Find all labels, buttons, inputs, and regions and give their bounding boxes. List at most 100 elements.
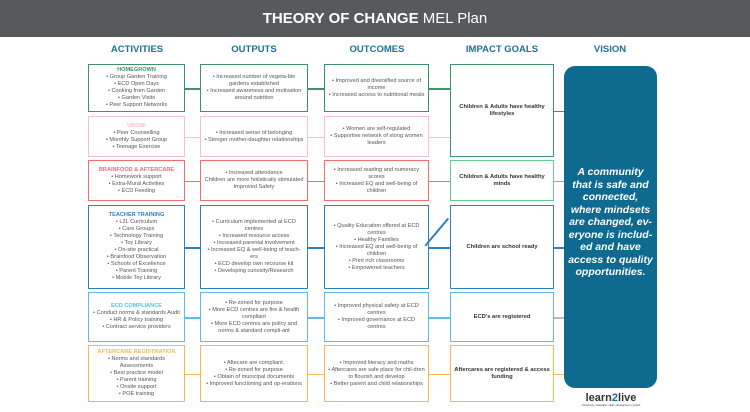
bullet-item: • Homework support: [111, 173, 162, 180]
bullet-item: • Contract service providers: [102, 324, 171, 330]
col-heading-vision: VISION: [593, 44, 627, 55]
bullet-item: • Healthy Families: [354, 236, 399, 243]
bullet-item: • More ECD centres are fire & health com…: [208, 306, 300, 320]
bullet-item: • Aftercares are safe place for chil-dre…: [328, 366, 425, 380]
bullet-item: • Peer Counselling: [113, 129, 160, 136]
activity-title: UBOMI: [127, 122, 146, 129]
page-title: THEORY OF CHANGE MEL Plan: [0, 0, 750, 37]
bullet-item: • Monthly Support Group: [105, 136, 168, 143]
bullet-item: • Increased resource access: [218, 233, 290, 239]
col-heading-outputs: OUTPUTS: [231, 44, 277, 55]
activity-title: BRAINFOOD & AFTERCARE: [98, 166, 175, 173]
connector-line: [429, 247, 450, 249]
activity-title: TEACHER TRAINING: [108, 212, 165, 218]
col-heading-outcomes: OUTCOMES: [349, 44, 405, 55]
activitie-box: HOMEGROWN • Group Garden Training • ECD Op…: [88, 64, 185, 112]
connector-line: [554, 317, 564, 319]
activitie-box: TEACHER TRAINING • L2L Curriculum • Care G…: [88, 205, 185, 289]
bullet-item: • Increased reading and numeracy scores: [333, 166, 420, 180]
bullet-item: • ECD Feeding: [117, 187, 156, 194]
outcome-box: • Improved physical safety at ECD centre…: [324, 292, 429, 342]
bullet-item: • Toy Library: [121, 240, 152, 246]
activitie-box: AFTERCARE REGISTRATION • Norms and standa…: [88, 345, 185, 402]
bullet-item: • Peer Support Networks: [105, 102, 168, 108]
bullet-item: • Schools of Excellence: [107, 261, 166, 267]
output-box: • Aftecare are compliant. • Re-zoned for …: [200, 345, 308, 402]
bullet-item: • Mobile Toy Library: [112, 275, 161, 281]
activity-title: ECD COMPLIANCE: [111, 303, 162, 309]
bullet-item: • Empowered teachers: [348, 264, 405, 271]
connector-line: [554, 180, 564, 182]
bullet-item: • ECD develop own recourse kit: [214, 261, 294, 267]
connector-line: [308, 247, 324, 249]
bullet-item: • Better parent and child relationships: [330, 380, 423, 387]
bullet-item: • Best practice model: [110, 370, 163, 376]
bullet-item: • ECD Open Days: [114, 81, 159, 87]
bullet-item: • Quality Education offered at ECD centr…: [333, 222, 420, 236]
bullet-item: • Improved functioning and op-erations: [206, 380, 302, 387]
activity-title: AFTERCARE REGISTRATION: [97, 349, 176, 355]
bullet-item: • Care Groups: [118, 226, 155, 232]
bullet-item: • Stonger mother-daughter relationships: [204, 136, 304, 143]
bullet-item: • Cooking from Garden: [108, 88, 165, 94]
connector-line: [185, 88, 200, 90]
outcome-box: • Improved literacy and maths • Aftercare…: [324, 345, 429, 402]
bullet-item: • Increased EQ and well-being of childre…: [335, 243, 418, 257]
bullet-item: • Increased EQ & well-being of teach-ers: [207, 247, 301, 260]
bullet-item: • Increased attendance: [225, 170, 283, 176]
output-box: • Increased number of vegeta-ble gardens…: [200, 64, 308, 112]
bullet-item: • Improved and diversified source of inc…: [331, 77, 422, 91]
impact-goal-box: Children & Adults have healthy lifestyle…: [450, 64, 554, 157]
bullet-item: • Increased sense of belonging: [215, 129, 293, 136]
bullet-item: • More ECD centres are policy and norms …: [211, 320, 297, 334]
output-box: • Curriculum implemented at ECD centres •…: [200, 205, 308, 289]
connector-line: [308, 317, 324, 319]
bullet-item: • Print rich classrooms: [348, 257, 405, 264]
bullet-item: • Aftecare are compliant.: [223, 359, 285, 366]
connector-line: [429, 373, 450, 375]
connector-line: [308, 180, 324, 182]
logo: learn2live community • education • faith …: [581, 392, 641, 408]
activitie-box: ECD COMPLIANCE • Conduct norms & standard…: [88, 292, 185, 342]
connector-line: [554, 373, 564, 375]
outcome-box: • Improved and diversified source of inc…: [324, 64, 429, 112]
connector-line: [185, 180, 200, 182]
bullet-item: • L2L Curriculum: [115, 219, 158, 225]
bullet-item: • Teenage Exercise: [112, 143, 161, 150]
connector-line: [429, 180, 450, 182]
bullet-item: • Onsite support: [116, 384, 157, 390]
bullet-item: • Increased parental involvement: [213, 240, 295, 246]
output-box: • Increased attendance Children are more …: [200, 160, 308, 201]
bullet-item: • POE training: [118, 391, 155, 397]
bullet-item: • Improved physical safety at ECD centre…: [334, 303, 419, 316]
activity-title: HOMEGROWN: [117, 67, 156, 73]
col-heading-impact-goals: IMPACT GOALS: [465, 44, 539, 55]
bullet-item: • Improved governance at ECD centres: [337, 317, 416, 330]
bullet-item: • Increased EQ and well-being of childre…: [335, 180, 418, 194]
bullet-item: • Increased number of vegeta-ble gardens…: [212, 74, 296, 87]
activitie-box: BRAINFOOD & AFTERCARE • Homework support •…: [88, 160, 185, 201]
bullet-item: • Group Garden Training: [106, 74, 167, 80]
bullet-item: • Curriculum implemented at ECD centres: [212, 219, 296, 232]
connector-line: [308, 373, 324, 375]
outcome-box: • Increased reading and numeracy scores •…: [324, 160, 429, 201]
bullet-item: • Re-zoned for purpose: [225, 299, 283, 306]
connector-line: [554, 110, 564, 112]
connector-line: [308, 136, 324, 138]
connector-line: [185, 317, 200, 319]
bullet-item: • Extra-Mural Activities: [108, 180, 165, 187]
connector-line: [185, 136, 200, 138]
bullet-item: • Women are self-regulated: [342, 126, 411, 132]
impact-goal-box: Children & Adults have healthy minds: [450, 160, 554, 201]
bullet-item: • Brainfood Observation: [106, 254, 167, 260]
bullet-item: • Increased access to nutritional meals: [328, 91, 425, 98]
bullet-item: Improved Safety: [233, 184, 275, 190]
connector-line: [308, 88, 324, 90]
impact-goal-box: ECD's are registered: [450, 292, 554, 342]
bullet-item: • Increased awareness and motivation aro…: [206, 88, 302, 101]
bullet-item: • Technology Training: [109, 233, 164, 239]
bullet-item: • Garden Visits: [118, 95, 155, 101]
outcome-box: • Quality Education offered at ECD centr…: [324, 205, 429, 289]
bullet-item: • Supportive network of stong women lead…: [330, 133, 423, 146]
connector-line: [185, 373, 200, 375]
